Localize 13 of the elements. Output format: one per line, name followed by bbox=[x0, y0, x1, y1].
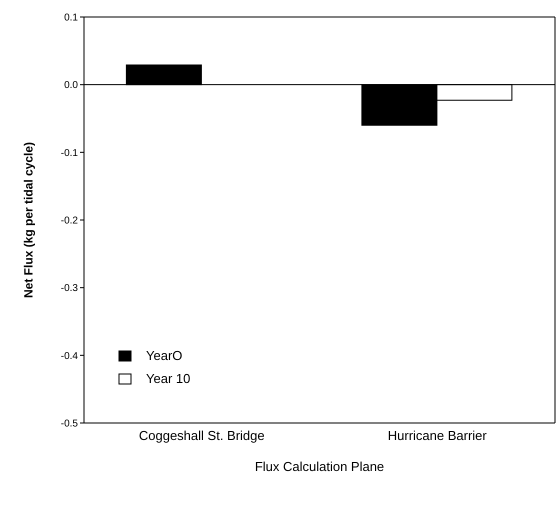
y-tick-label: 0.0 bbox=[64, 80, 78, 92]
y-tick-label: -0.2 bbox=[60, 216, 78, 227]
legend-label: Year 10 bbox=[146, 371, 190, 386]
x-tick-label: Hurricane Barrier bbox=[388, 428, 488, 444]
y-axis-title: Net Flux (kg per tidal cycle) bbox=[21, 142, 36, 298]
legend-label: YearO bbox=[146, 348, 182, 363]
y-tick-label: 0.1 bbox=[64, 12, 78, 24]
y-tick-label: -0.1 bbox=[60, 148, 78, 159]
x-axis-title: Flux Calculation Plane bbox=[254, 459, 384, 474]
y-tick-label: -0.3 bbox=[60, 283, 78, 294]
x-tick-label: Coggeshall St. Bridge bbox=[138, 428, 265, 444]
y-tick-label: -0.4 bbox=[60, 350, 78, 362]
y-tick-label: -0.5 bbox=[60, 418, 78, 430]
